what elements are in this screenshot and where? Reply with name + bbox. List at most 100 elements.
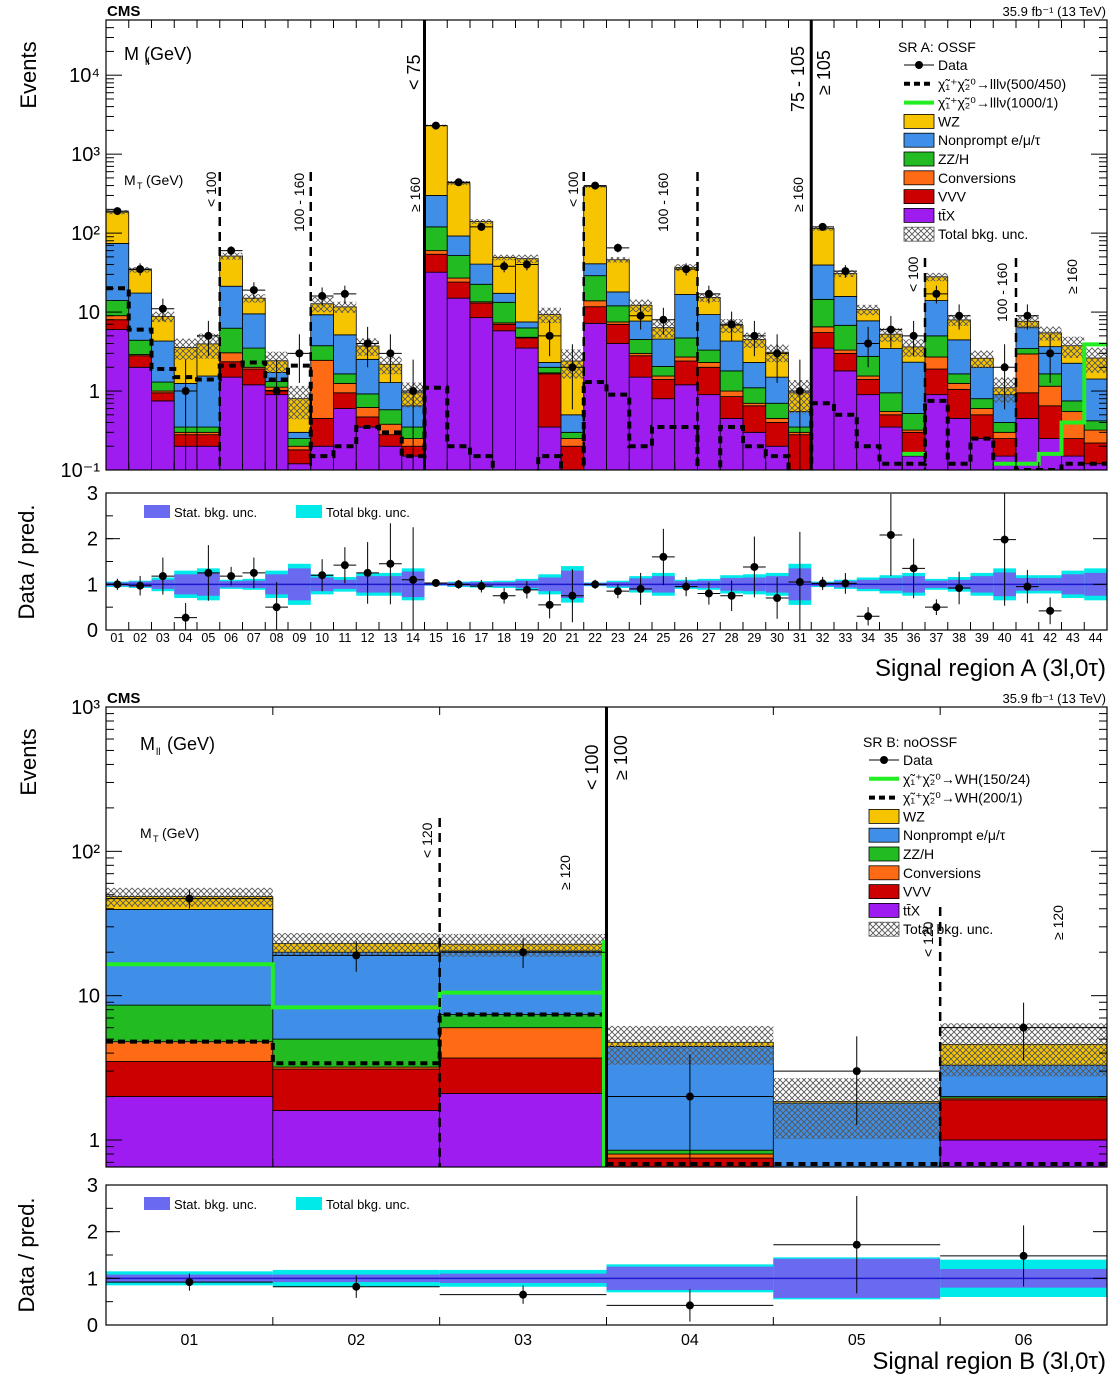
chart-b-ratio-ylabel: Data / pred. [14, 1198, 39, 1313]
bar-vvv [439, 1057, 607, 1094]
ratio-legend-stat-label: Stat. bkg. unc. [174, 1197, 257, 1212]
bar-nonprompte [242, 313, 266, 349]
bar-zzh [765, 402, 789, 419]
ratio-point [1019, 1251, 1028, 1260]
uncertainty-band [470, 219, 493, 224]
legend-region-title: SR B: noOSSF [863, 734, 957, 750]
bar-wz [810, 228, 835, 266]
chart-a-legend: SR A: OSSF Data χ̃₁⁺χ̃₂⁰→lllν(500/450) χ̃₁⁺… [898, 39, 1066, 242]
legend-unc-swatch [903, 226, 935, 242]
data-point [568, 363, 577, 372]
x-category-label: 26 [679, 631, 693, 645]
chart-b-data [106, 889, 1107, 1167]
data-point [136, 265, 145, 274]
ratio-legend-total-swatch [296, 1197, 322, 1210]
chart-a-xlabel: Signal region A (3l,0τ) [875, 655, 1106, 682]
bar-vvv [560, 445, 585, 470]
ratio-legend-stat-label: Stat. bkg. unc. [174, 505, 257, 520]
bar-ttx [1015, 418, 1040, 470]
ratio-point [932, 603, 941, 612]
bar-conversions [879, 411, 903, 416]
chart-b-signals [106, 962, 607, 1066]
ratio-point [864, 612, 873, 621]
mt-axis-subscript: T [137, 181, 143, 191]
chart-b-ratio-bands [106, 1257, 1107, 1300]
mt-label: ≥ 160 [407, 177, 423, 212]
ratio-y-tick-label: 2 [87, 529, 98, 551]
ratio-point [181, 613, 190, 622]
bar-ttx [151, 400, 175, 470]
legend-label: tt̄X [903, 902, 921, 918]
x-category-label: 41 [1020, 631, 1034, 645]
x-category-label: 06 [1015, 1332, 1033, 1349]
legend-label: Nonprompt e/μ/τ [938, 132, 1041, 148]
mt-label: ≥ 120 [557, 855, 573, 890]
data-point [1023, 311, 1032, 320]
y-tick-label: 10⁴ [69, 65, 100, 87]
x-category-label: 03 [514, 1332, 532, 1349]
x-category-label: 24 [634, 631, 648, 645]
chart-a-ylabel: Events [16, 41, 41, 108]
bar-vvv [970, 414, 994, 439]
ratio-point [1023, 582, 1032, 591]
ratio-point [727, 591, 736, 600]
bar-vvv [697, 366, 721, 396]
legend-swatch-wz [868, 809, 900, 824]
data-point [727, 320, 736, 329]
bar-conversions [924, 356, 949, 370]
data-point [409, 387, 418, 396]
bar-vvv [196, 434, 221, 447]
chart-b-experiment: CMS [107, 690, 140, 707]
bar-vvv [719, 396, 744, 419]
ratio-point [818, 579, 827, 588]
data-point [613, 243, 622, 252]
chart-b-ratio-data [106, 1196, 1107, 1322]
uncertainty-band [1061, 336, 1085, 358]
chart-a-region-labels: M (GeV)ll M T (GeV) < 75 75 - 105 ≥ 105 < 100 10… [124, 44, 1080, 322]
x-category-label: 22 [588, 631, 602, 645]
uncertainty-band [970, 350, 994, 369]
bar-zzh [833, 324, 858, 351]
bar-nonprompte [128, 292, 152, 341]
legend-label: Nonprompt e/μ/τ [903, 827, 1006, 843]
legend-label: ZZ/H [903, 846, 934, 862]
bar-zzh [719, 370, 744, 392]
uncertainty-band [925, 272, 948, 282]
x-category-label: 07 [247, 631, 261, 645]
bar-ttx [674, 384, 698, 470]
bar-conversions [719, 390, 744, 398]
bar-conversions [697, 362, 721, 368]
bar-zzh [651, 366, 676, 377]
ratio-legend-total-swatch [296, 505, 322, 518]
bar-vvv [833, 352, 858, 372]
x-category-label: 29 [747, 631, 761, 645]
x-category-label: 08 [270, 631, 284, 645]
bar-vvv [924, 368, 949, 396]
bar-nonprompte [924, 300, 949, 337]
chart-a-data [106, 121, 1062, 470]
mt-label: < 100 [565, 171, 581, 207]
bar-zzh [742, 387, 767, 404]
y-tick-label: 10⁻¹ [61, 460, 101, 482]
data-point [1019, 1023, 1028, 1032]
bar-zzh [537, 366, 562, 374]
data-point [1000, 363, 1009, 372]
data-point [932, 289, 941, 298]
ratio-point [272, 603, 281, 612]
ratio-y-tick-label: 3 [87, 483, 98, 505]
ratio-point [886, 531, 895, 540]
bar-nonprompte [469, 263, 494, 285]
ratio-point [795, 578, 804, 587]
ratio-point [519, 1290, 528, 1299]
legend-swatch-ttx [868, 903, 900, 918]
bar-nonprompte [947, 339, 971, 375]
bar-zzh [1015, 348, 1040, 355]
bar-conversions [833, 349, 858, 354]
legend-swatch-wz [903, 114, 935, 129]
ratio-point [477, 582, 486, 591]
ratio-point [1000, 535, 1009, 544]
bar-ttx [901, 455, 926, 470]
ratio-point [682, 582, 691, 591]
bar-ttx [106, 1096, 274, 1167]
